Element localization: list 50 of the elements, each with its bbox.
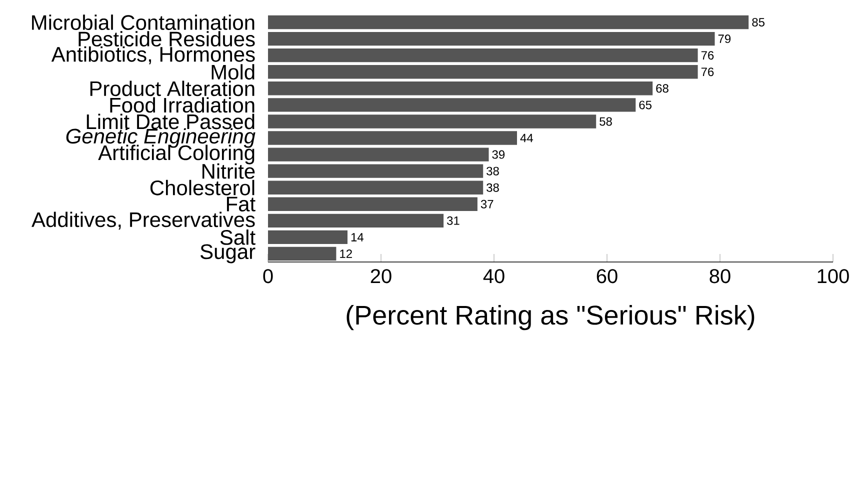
y-tick-label: Mold — [212, 64, 254, 80]
x-tick-label: 60 — [596, 269, 618, 284]
data-label: 38 — [486, 166, 499, 176]
data-label: 37 — [480, 200, 494, 208]
y-tick-label: Salt — [220, 229, 256, 245]
bar — [268, 230, 348, 244]
data-label: 85 — [752, 18, 765, 27]
y-tick-label: Pesticide Residues — [78, 31, 255, 47]
bar — [268, 148, 489, 162]
bar — [268, 15, 749, 30]
y-tick-label: Food Irradiation — [110, 97, 254, 113]
bar — [268, 246, 336, 261]
bar — [268, 65, 698, 79]
bar — [268, 214, 444, 228]
data-label: 44 — [520, 134, 534, 142]
x-tick-label: 0 — [263, 269, 273, 284]
bar — [268, 164, 484, 178]
x-tick-label: 80 — [710, 269, 730, 284]
x-axis-title: (Percent Rating as "Serious" Risk) — [346, 304, 754, 330]
bar — [268, 180, 484, 194]
data-label: 39 — [492, 150, 505, 159]
x-tick-label: 40 — [483, 269, 504, 284]
y-tick-label: Product Alteration — [90, 80, 254, 96]
data-label: 12 — [340, 250, 352, 258]
data-label: 79 — [718, 34, 731, 44]
y-tick-label: Fat — [226, 196, 256, 212]
x-tick-label: 20 — [370, 269, 392, 284]
y-tick-label: Microbial Contamination — [32, 14, 254, 30]
y-tick-label: Antibiotics, Hormones — [51, 46, 255, 64]
data-label: 58 — [600, 117, 612, 126]
bar — [268, 197, 478, 211]
y-tick-label: Additives, Preservatives — [32, 212, 255, 230]
y-tick-label: Nitrite — [202, 163, 255, 179]
bar — [268, 98, 636, 112]
y-tick-label: Sugar — [200, 244, 256, 264]
data-label: 68 — [656, 84, 668, 93]
data-label: 31 — [447, 216, 460, 225]
bar — [268, 114, 596, 128]
bar — [268, 48, 698, 62]
data-label: 14 — [351, 233, 364, 242]
data-label: 38 — [486, 183, 499, 192]
bar — [268, 82, 653, 96]
bar — [268, 131, 518, 145]
x-tick-label: 100 — [818, 269, 849, 284]
y-tick-label: Cholesterol — [150, 180, 254, 196]
data-label: 76 — [701, 68, 714, 76]
data-label: 76 — [701, 51, 714, 60]
y-tick-label: Limit Date Passed — [86, 114, 254, 130]
data-label: 65 — [639, 100, 652, 110]
bar — [268, 32, 715, 46]
